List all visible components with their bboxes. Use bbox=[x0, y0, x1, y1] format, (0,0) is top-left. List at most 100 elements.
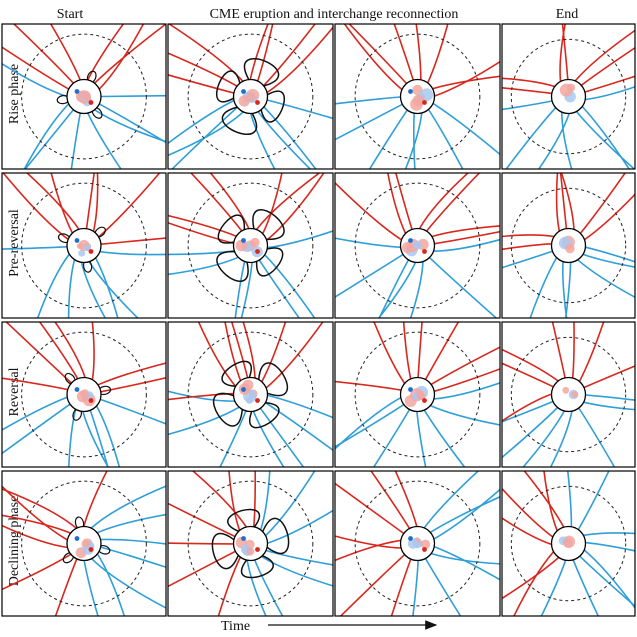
open-field-line bbox=[433, 60, 500, 97]
open-field-line bbox=[224, 322, 242, 382]
open-field-line bbox=[168, 406, 240, 436]
panel-frame bbox=[334, 172, 501, 319]
open-field-line bbox=[83, 471, 108, 528]
solar-disk bbox=[550, 78, 587, 115]
open-field-line bbox=[36, 253, 71, 318]
open-field-line bbox=[168, 24, 244, 83]
open-field-line bbox=[584, 541, 635, 552]
open-field-line bbox=[92, 173, 99, 233]
solar-disk bbox=[232, 525, 269, 562]
source-surface-circle bbox=[187, 480, 314, 607]
open-field-line bbox=[502, 86, 553, 95]
source-surface-circle bbox=[187, 331, 314, 458]
panel-declining-eruption-a bbox=[167, 470, 334, 617]
open-field-line bbox=[91, 322, 95, 381]
open-field-line bbox=[373, 322, 406, 385]
open-field-line bbox=[264, 471, 316, 537]
open-field-line bbox=[502, 393, 553, 423]
source-surface-circle bbox=[354, 33, 481, 160]
open-field-line bbox=[412, 559, 419, 616]
open-field-line bbox=[190, 173, 243, 232]
open-field-line bbox=[429, 495, 500, 534]
open-field-line bbox=[263, 106, 317, 169]
row-title-pre-reversal: Pre-reversal bbox=[7, 209, 22, 277]
open-field-line bbox=[433, 545, 500, 581]
open-field-line bbox=[97, 362, 166, 386]
open-field-line bbox=[402, 322, 412, 380]
open-field-line bbox=[265, 322, 324, 389]
open-field-line bbox=[98, 103, 166, 144]
column-title-eruption: CME eruption and interchange reconnectio… bbox=[210, 7, 459, 22]
solar-disk bbox=[66, 227, 102, 264]
open-field-line bbox=[261, 173, 283, 235]
closed-loop bbox=[221, 106, 258, 136]
open-field-line bbox=[431, 225, 500, 238]
source-surface-circle bbox=[187, 33, 314, 160]
source-surface-circle bbox=[187, 182, 314, 309]
solar-disk bbox=[399, 78, 436, 115]
open-field-line bbox=[584, 85, 635, 101]
open-field-line bbox=[426, 24, 449, 84]
panel-frame bbox=[167, 321, 334, 468]
open-field-line bbox=[96, 553, 126, 616]
open-field-line bbox=[253, 559, 284, 616]
open-field-line bbox=[523, 471, 565, 528]
open-field-line bbox=[171, 106, 239, 169]
source-surface-circle bbox=[510, 336, 627, 453]
open-field-line bbox=[433, 230, 500, 245]
open-field-line bbox=[95, 405, 121, 467]
open-field-line bbox=[561, 24, 569, 81]
open-field-line bbox=[219, 410, 247, 467]
open-field-line bbox=[168, 542, 235, 545]
open-field-line bbox=[430, 346, 500, 386]
open-field-line bbox=[579, 555, 635, 608]
open-field-line bbox=[2, 514, 72, 534]
open-field-line bbox=[335, 237, 402, 249]
source-surface-circle bbox=[510, 485, 627, 602]
open-field-line bbox=[423, 409, 466, 467]
open-field-line bbox=[168, 550, 237, 588]
open-field-line bbox=[168, 214, 238, 237]
open-field-line bbox=[217, 556, 242, 616]
open-field-line bbox=[576, 259, 635, 299]
open-field-line bbox=[2, 485, 69, 541]
open-field-line bbox=[197, 322, 237, 388]
closed-loop bbox=[216, 250, 249, 283]
open-field-line bbox=[427, 108, 464, 169]
open-field-line bbox=[416, 410, 427, 467]
open-field-line bbox=[261, 322, 287, 383]
open-field-line bbox=[582, 532, 635, 537]
open-field-line bbox=[23, 103, 70, 169]
open-field-line bbox=[583, 193, 635, 241]
open-field-line bbox=[257, 110, 312, 169]
open-field-line bbox=[343, 24, 403, 91]
panel-pre-reversal-eruption-b bbox=[334, 172, 501, 319]
open-field-line bbox=[12, 24, 75, 84]
open-field-line bbox=[87, 112, 122, 169]
open-field-line bbox=[505, 106, 557, 169]
open-field-line bbox=[168, 99, 235, 145]
open-field-line bbox=[2, 396, 68, 431]
open-field-line bbox=[168, 256, 240, 276]
closed-loop bbox=[257, 362, 289, 397]
open-field-line bbox=[96, 513, 166, 534]
open-field-line bbox=[50, 173, 74, 234]
open-field-line bbox=[265, 549, 333, 566]
open-field-line bbox=[571, 322, 575, 379]
open-field-line bbox=[2, 62, 68, 98]
closed-loop bbox=[261, 517, 290, 555]
source-surface-circle bbox=[21, 480, 147, 607]
open-field-line bbox=[575, 110, 635, 169]
open-field-line bbox=[87, 24, 125, 81]
open-field-line bbox=[263, 254, 316, 318]
open-field-line bbox=[394, 471, 418, 528]
open-field-line bbox=[335, 539, 402, 562]
panel-rise-end bbox=[501, 23, 636, 170]
open-field-line bbox=[393, 24, 414, 81]
closed-loop bbox=[260, 90, 285, 123]
panel-frame bbox=[1, 321, 167, 468]
closed-loop bbox=[255, 247, 284, 277]
open-field-line bbox=[394, 173, 413, 231]
open-field-line bbox=[555, 173, 561, 232]
open-field-line bbox=[433, 368, 500, 393]
